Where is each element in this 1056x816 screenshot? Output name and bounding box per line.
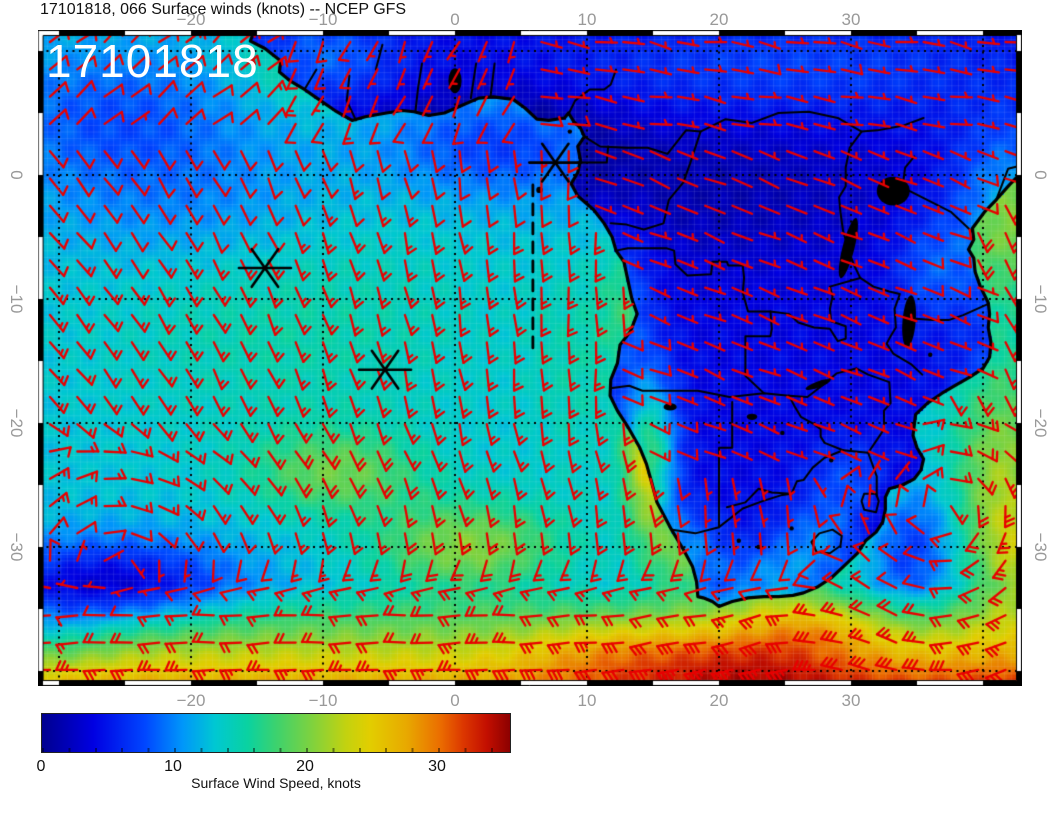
- left-axis-tick-label: −10: [7, 284, 26, 314]
- bottom-axis-tick-label: 10: [577, 691, 597, 710]
- right-axis-tick-label: −30: [1031, 532, 1050, 562]
- figure-title: 17101818, 066 Surface winds (knots) -- N…: [40, 1, 407, 18]
- right-axis-tick-label: −10: [1031, 284, 1050, 314]
- top-axis-tick-label: 0: [450, 10, 460, 29]
- top-axis-tick-label: 20: [709, 10, 729, 29]
- bottom-axis-tick-label: 30: [841, 691, 861, 710]
- bottom-axis-tick-label: 20: [709, 691, 729, 710]
- bottom-axis-tick-label: −20: [176, 691, 206, 710]
- colorbar-tick-label: 0: [36, 758, 46, 775]
- top-axis-tick-label: −10: [308, 10, 338, 29]
- colorbar-tick-label: 10: [164, 758, 182, 775]
- colorbar-caption: Surface Wind Speed, knots: [191, 775, 361, 791]
- top-axis-tick-label: 10: [577, 10, 597, 29]
- colorbar-tick-label: 20: [296, 758, 314, 775]
- top-axis-tick-label: −20: [176, 10, 206, 29]
- colorbar: [41, 713, 511, 753]
- left-axis-tick-label: −20: [7, 408, 26, 438]
- colorbar-tick-label: 30: [428, 758, 446, 775]
- wind-map-canvas: [38, 30, 1022, 686]
- top-axis-tick-label: 30: [841, 10, 861, 29]
- bottom-axis-tick-label: 0: [450, 691, 460, 710]
- colorbar-minor-ticks: [42, 748, 510, 752]
- bottom-axis-tick-label: −10: [308, 691, 338, 710]
- right-axis-tick-label: 0: [1031, 170, 1050, 180]
- right-axis-tick-label: −20: [1031, 408, 1050, 438]
- left-axis-tick-label: −30: [7, 532, 26, 562]
- left-axis-tick-label: 0: [7, 170, 26, 180]
- map-datetime-overlay: 17101818: [46, 35, 259, 87]
